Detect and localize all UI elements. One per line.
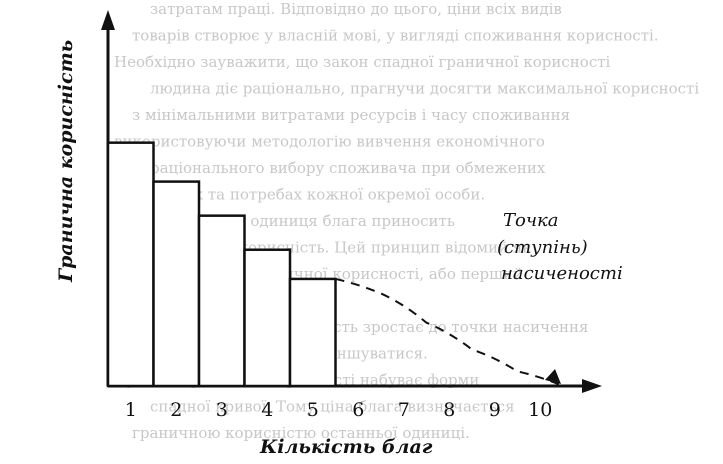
bars-group (106, 141, 337, 388)
utility-bar (106, 141, 155, 388)
x-tick-label: 3 (216, 399, 228, 421)
background-text-line: людина діє раціонально, прагнучи досягти… (150, 80, 699, 98)
annotation-line-2: (ступінь) (497, 237, 588, 258)
background-text-line: спадної кривої. Тому ціна блага визначає… (150, 398, 515, 416)
y-axis-title: Гранична корисність (55, 40, 77, 283)
x-tick-label: 7 (398, 399, 410, 421)
utility-bar (288, 277, 337, 388)
utility-bar (152, 180, 201, 388)
background-text-line: товарів створює у власній мові, у вигляд… (132, 27, 659, 45)
annotation-line-3: насиченості (501, 263, 623, 284)
saturation-dashed-curve (335, 277, 564, 387)
x-axis-title: Кількість благ (259, 436, 433, 458)
x-tick-label: 2 (170, 399, 182, 421)
curve-arrow-icon (545, 369, 561, 384)
background-text-line: з мінімальними витратами ресурсів і часу… (132, 106, 570, 124)
x-tick-label: 5 (307, 399, 319, 421)
x-tick-label: 4 (261, 399, 273, 421)
background-text-line: ресурсах та потребах кожної окремої особ… (132, 186, 485, 204)
background-text-line: використовуючи методологію вивчення екон… (114, 133, 545, 151)
background-text-line: раціонального вибору споживача при обмеж… (150, 159, 546, 177)
x-tick-label: 1 (125, 399, 137, 421)
utility-bar (243, 248, 292, 388)
utility-bar (197, 214, 246, 388)
x-tick-label: 8 (443, 399, 455, 421)
annotation-line-1: Точка (503, 210, 559, 231)
background-text-line: Необхідно зауважити, що закон спадної гр… (114, 53, 611, 71)
y-axis-arrow-icon (101, 10, 115, 30)
x-axis-arrow-icon (582, 379, 602, 393)
background-text-line: затратам праці. Відповідно до цього, цін… (150, 0, 562, 18)
x-tick-label: 9 (489, 399, 501, 421)
x-tick-labels: 1 2 3 4 5 6 7 8 9 10 (125, 399, 553, 421)
x-tick-label: 10 (528, 399, 552, 421)
background-text-line: граничною корисністю останньої одиниці. (132, 424, 470, 442)
x-tick-label: 6 (352, 399, 364, 421)
